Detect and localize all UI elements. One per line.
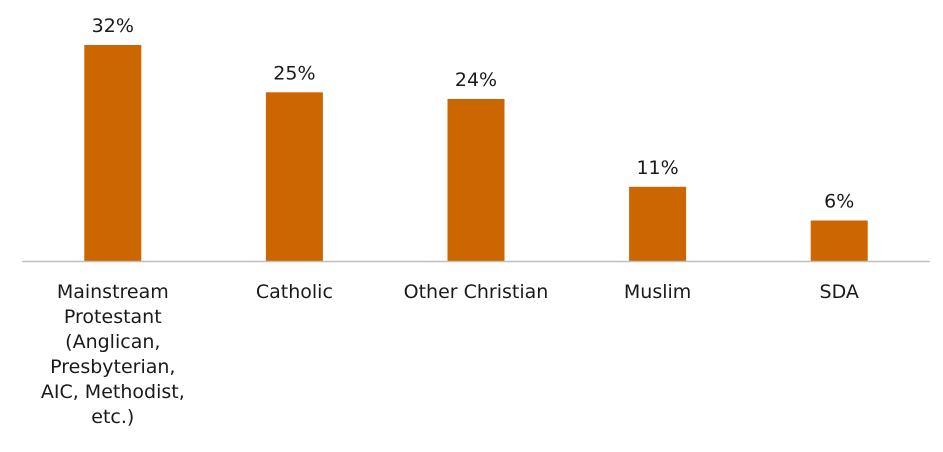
category-label-line: Protestant (64, 306, 162, 328)
category-label-line: (Anglican, (65, 331, 160, 353)
category-labels-group: Mainstream Protestant (Anglican, Presbyteri… (41, 281, 859, 428)
category-label-4: SDA (820, 281, 859, 303)
data-label-2: 24% (455, 69, 497, 91)
data-label-4: 6% (824, 191, 854, 213)
data-label-1: 25% (273, 62, 315, 84)
category-label-line: SDA (820, 281, 859, 303)
category-label-line: Other Christian (404, 281, 549, 303)
bars-group (84, 45, 868, 262)
data-label-0: 32% (92, 15, 134, 37)
category-label-line: Catholic (256, 281, 333, 303)
category-label-2: Other Christian (404, 281, 549, 303)
bar-1 (265, 92, 323, 262)
category-label-line: etc.) (91, 406, 134, 428)
category-label-3: Muslim (624, 281, 691, 303)
category-label-line: AIC, Methodist, (41, 381, 185, 403)
data-label-3: 11% (636, 157, 678, 179)
data-labels-group: 32% 25% 24% 11% 6% (92, 15, 855, 213)
bar-2 (447, 99, 505, 261)
category-label-0: Mainstream Protestant (Anglican, Presbyteri… (41, 281, 185, 428)
category-label-line: Muslim (624, 281, 691, 303)
category-label-line: Presbyterian, (50, 356, 175, 378)
category-label-line: Mainstream (57, 281, 169, 303)
bar-4 (810, 220, 868, 261)
bar-0 (84, 45, 142, 261)
category-label-1: Catholic (256, 281, 333, 303)
bar-3 (629, 186, 687, 262)
